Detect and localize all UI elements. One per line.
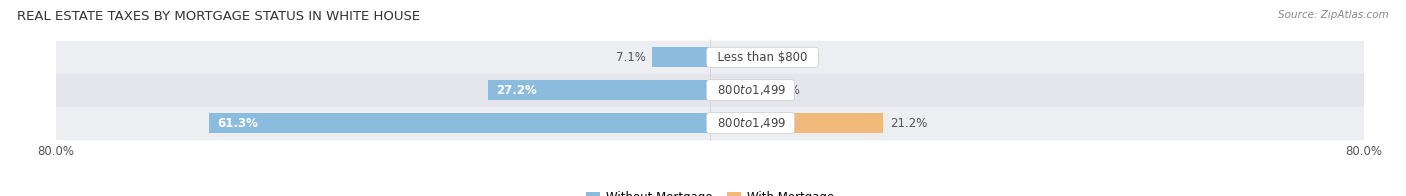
Bar (209, 113, 710, 133)
Text: 6.6%: 6.6% (770, 84, 800, 97)
Legend: Without Mortgage, With Mortgage: Without Mortgage, With Mortgage (581, 186, 839, 196)
Text: $800 to $1,499: $800 to $1,499 (710, 83, 792, 97)
Text: 27.2%: 27.2% (496, 84, 537, 97)
Bar (56, 74, 1364, 107)
Bar (710, 113, 883, 133)
Text: $800 to $1,499: $800 to $1,499 (710, 116, 792, 130)
Text: 0.0%: 0.0% (717, 51, 747, 64)
Text: 61.3%: 61.3% (218, 117, 259, 130)
Text: Less than $800: Less than $800 (710, 51, 815, 64)
Text: 7.1%: 7.1% (616, 51, 645, 64)
Bar (56, 107, 1364, 140)
Text: REAL ESTATE TAXES BY MORTGAGE STATUS IN WHITE HOUSE: REAL ESTATE TAXES BY MORTGAGE STATUS IN … (17, 10, 420, 23)
Text: 21.2%: 21.2% (890, 117, 927, 130)
Bar (488, 80, 710, 100)
Bar (56, 41, 1364, 74)
Bar (652, 47, 710, 67)
Bar (710, 80, 763, 100)
Text: Source: ZipAtlas.com: Source: ZipAtlas.com (1278, 10, 1389, 20)
